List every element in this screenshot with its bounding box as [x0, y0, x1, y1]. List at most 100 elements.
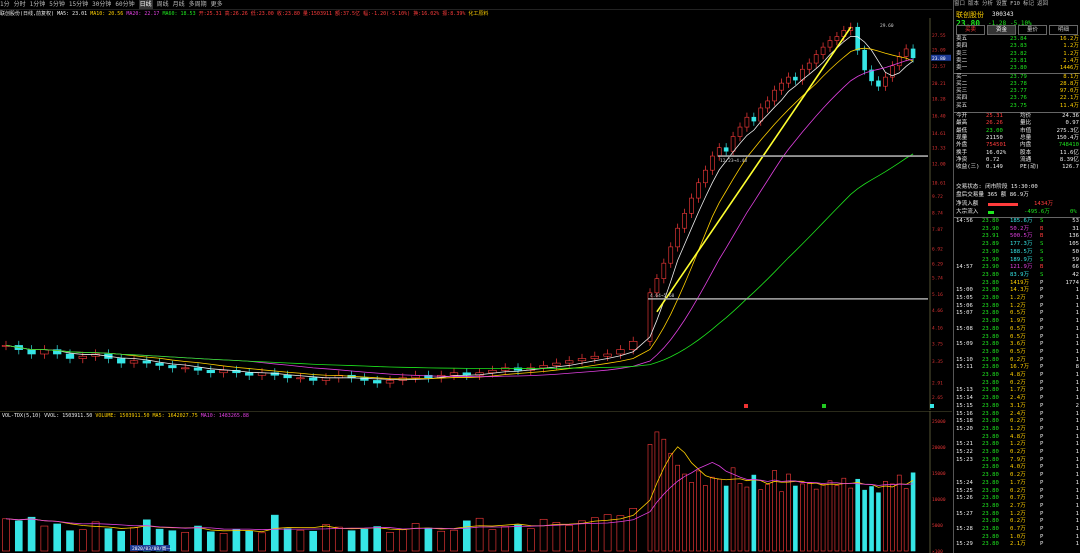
sector-tag[interactable]: 化工原料	[468, 11, 489, 17]
net-inflow-row: 净流入额 1434万	[954, 201, 1080, 208]
candle-body	[862, 49, 867, 71]
candlestick-chart[interactable]: 23.80 27.55 25.09 22.57 20.21 18.28 16.40 14.61…	[0, 18, 952, 410]
volume-bar	[716, 478, 722, 552]
orderbook-row: 买四 23.76 22.1万	[954, 95, 1080, 102]
tick-price: 23.80	[982, 333, 999, 340]
tick-row: 15:21 23.80 1.2万 P 1	[954, 441, 1080, 448]
orderbook-row: 卖四 23.83 1.2万	[954, 43, 1080, 50]
tick-time: 15:18	[956, 418, 973, 425]
toolbar-item[interactable]: 分析	[982, 1, 994, 7]
toolbar-item[interactable]: 设置	[996, 1, 1008, 7]
tick-direction: P	[1040, 479, 1044, 486]
ma10-value: MA10: 20.56	[90, 11, 124, 17]
candle-body	[65, 353, 75, 359]
stat-value: 748410	[1058, 142, 1079, 149]
vol-ma10: MA10: 1483265.88	[200, 413, 249, 419]
toolbar-item[interactable]: 版本	[968, 1, 980, 7]
candle-body	[827, 40, 833, 48]
price-tick-label: 3.35	[932, 359, 943, 365]
tick-direction: P	[1040, 364, 1044, 371]
current-price: 23.80	[956, 19, 981, 28]
vol-tick-label: ×100	[932, 549, 943, 553]
price-tick-label: 18.28	[932, 97, 946, 103]
stat-key: 外盘	[956, 142, 968, 149]
volume-bar	[526, 528, 535, 552]
orderbook-label: 卖四	[956, 43, 968, 50]
tick-count: 59	[1072, 256, 1079, 263]
tick-row: 15:29 23.80 2.1万 P 1	[954, 541, 1080, 548]
tick-count: 1	[1075, 341, 1079, 348]
candle-body	[488, 369, 497, 374]
trend-line	[656, 26, 852, 313]
toolbar-item[interactable]: 标记	[1023, 1, 1035, 7]
tick-direction: P	[1040, 502, 1044, 509]
tick-row: 15:14 23.80 2.4万 P 1	[954, 395, 1080, 402]
tick-price: 23.90	[982, 256, 999, 263]
tick-time: 15:11	[956, 364, 973, 371]
period-tab[interactable]: 分时	[13, 1, 26, 8]
stat-value: 150.4万	[1056, 135, 1079, 142]
tick-volume: 2.1万	[1010, 541, 1026, 548]
candle-body	[772, 89, 777, 102]
period-tab[interactable]: 60分钟	[115, 1, 135, 8]
tab-1[interactable]: 资金	[987, 25, 1016, 35]
tick-count: 136	[1068, 233, 1079, 240]
toolbar-item[interactable]: 窗口	[954, 1, 966, 7]
stat-value: 23.00	[986, 127, 1003, 134]
period-tab[interactable]: 30分钟	[92, 1, 112, 8]
vol-label: VOL-TDX(5,10)	[2, 413, 42, 419]
tick-price: 23.80	[982, 541, 999, 548]
volume-bar	[876, 492, 881, 552]
tick-volume: 0.5万	[1010, 310, 1026, 317]
stat-key: 内盘	[1020, 142, 1032, 149]
period-tab[interactable]: 1分	[0, 1, 10, 8]
orderbook-row: 买二 23.78 28.8万	[954, 81, 1080, 88]
period-tab[interactable]: 15分钟	[68, 1, 89, 8]
volume-bar	[723, 485, 729, 552]
period-tab[interactable]: 月线	[172, 1, 185, 8]
tick-direction: P	[1040, 541, 1044, 548]
tab-3[interactable]: 明细	[1049, 25, 1078, 35]
stat-value: 126.7	[1062, 164, 1079, 171]
tick-row: 23.90 189.9万 S 59	[954, 257, 1080, 264]
tick-direction: P	[1040, 418, 1044, 425]
candle-body	[360, 377, 369, 381]
period-tab[interactable]: 1分钟	[29, 1, 46, 8]
candle-body	[78, 355, 87, 359]
volume-bar	[862, 489, 867, 552]
stat-value: 0.97	[1065, 120, 1079, 127]
volume-bar	[896, 474, 902, 552]
candle-body	[181, 367, 190, 370]
stats-divider	[954, 112, 1080, 114]
candle-body	[590, 355, 599, 359]
period-tab[interactable]: 更多	[210, 1, 223, 8]
volume-bar	[730, 467, 736, 552]
tick-direction: P	[1040, 287, 1044, 294]
volume-chart[interactable]: 25000 20000 15000 10000 5000 ×100 2020/03/08/周…	[0, 411, 952, 553]
tick-time: 15:05	[956, 295, 973, 301]
tab-0[interactable]: 买卖	[956, 25, 985, 35]
tick-time: 15:27	[956, 510, 973, 517]
orderbook-price: 23.82	[1010, 50, 1027, 57]
period-tab[interactable]: 周线	[156, 1, 169, 8]
volume-bar	[181, 531, 190, 552]
net-inflow-value: 1434万	[1034, 201, 1054, 207]
candle-body	[765, 100, 770, 109]
toolbar-item[interactable]: F10	[1010, 1, 1020, 7]
tab-2[interactable]: 量价	[1018, 25, 1047, 35]
period-tab[interactable]: 日线	[138, 0, 153, 9]
orderbook-row: 买一 23.79 8.1万	[954, 74, 1080, 81]
tick-direction: S	[1040, 271, 1044, 278]
tick-time: 15:13	[956, 387, 973, 394]
volume-bar	[232, 529, 241, 552]
big-inflow-row: 大宗流入 -495.6万 0%	[954, 209, 1080, 216]
tick-price: 23.80	[982, 495, 999, 502]
toolbar-item[interactable]: 返回	[1037, 1, 1049, 7]
tick-count: 1	[1075, 464, 1079, 471]
volume-bar	[647, 444, 653, 552]
candle-body	[896, 56, 902, 67]
period-tab[interactable]: 5分钟	[49, 1, 65, 8]
tick-direction: P	[1040, 456, 1044, 463]
tick-row: 23.80 4.0万 P 1	[954, 464, 1080, 471]
period-tab[interactable]: 多周期	[188, 1, 207, 8]
